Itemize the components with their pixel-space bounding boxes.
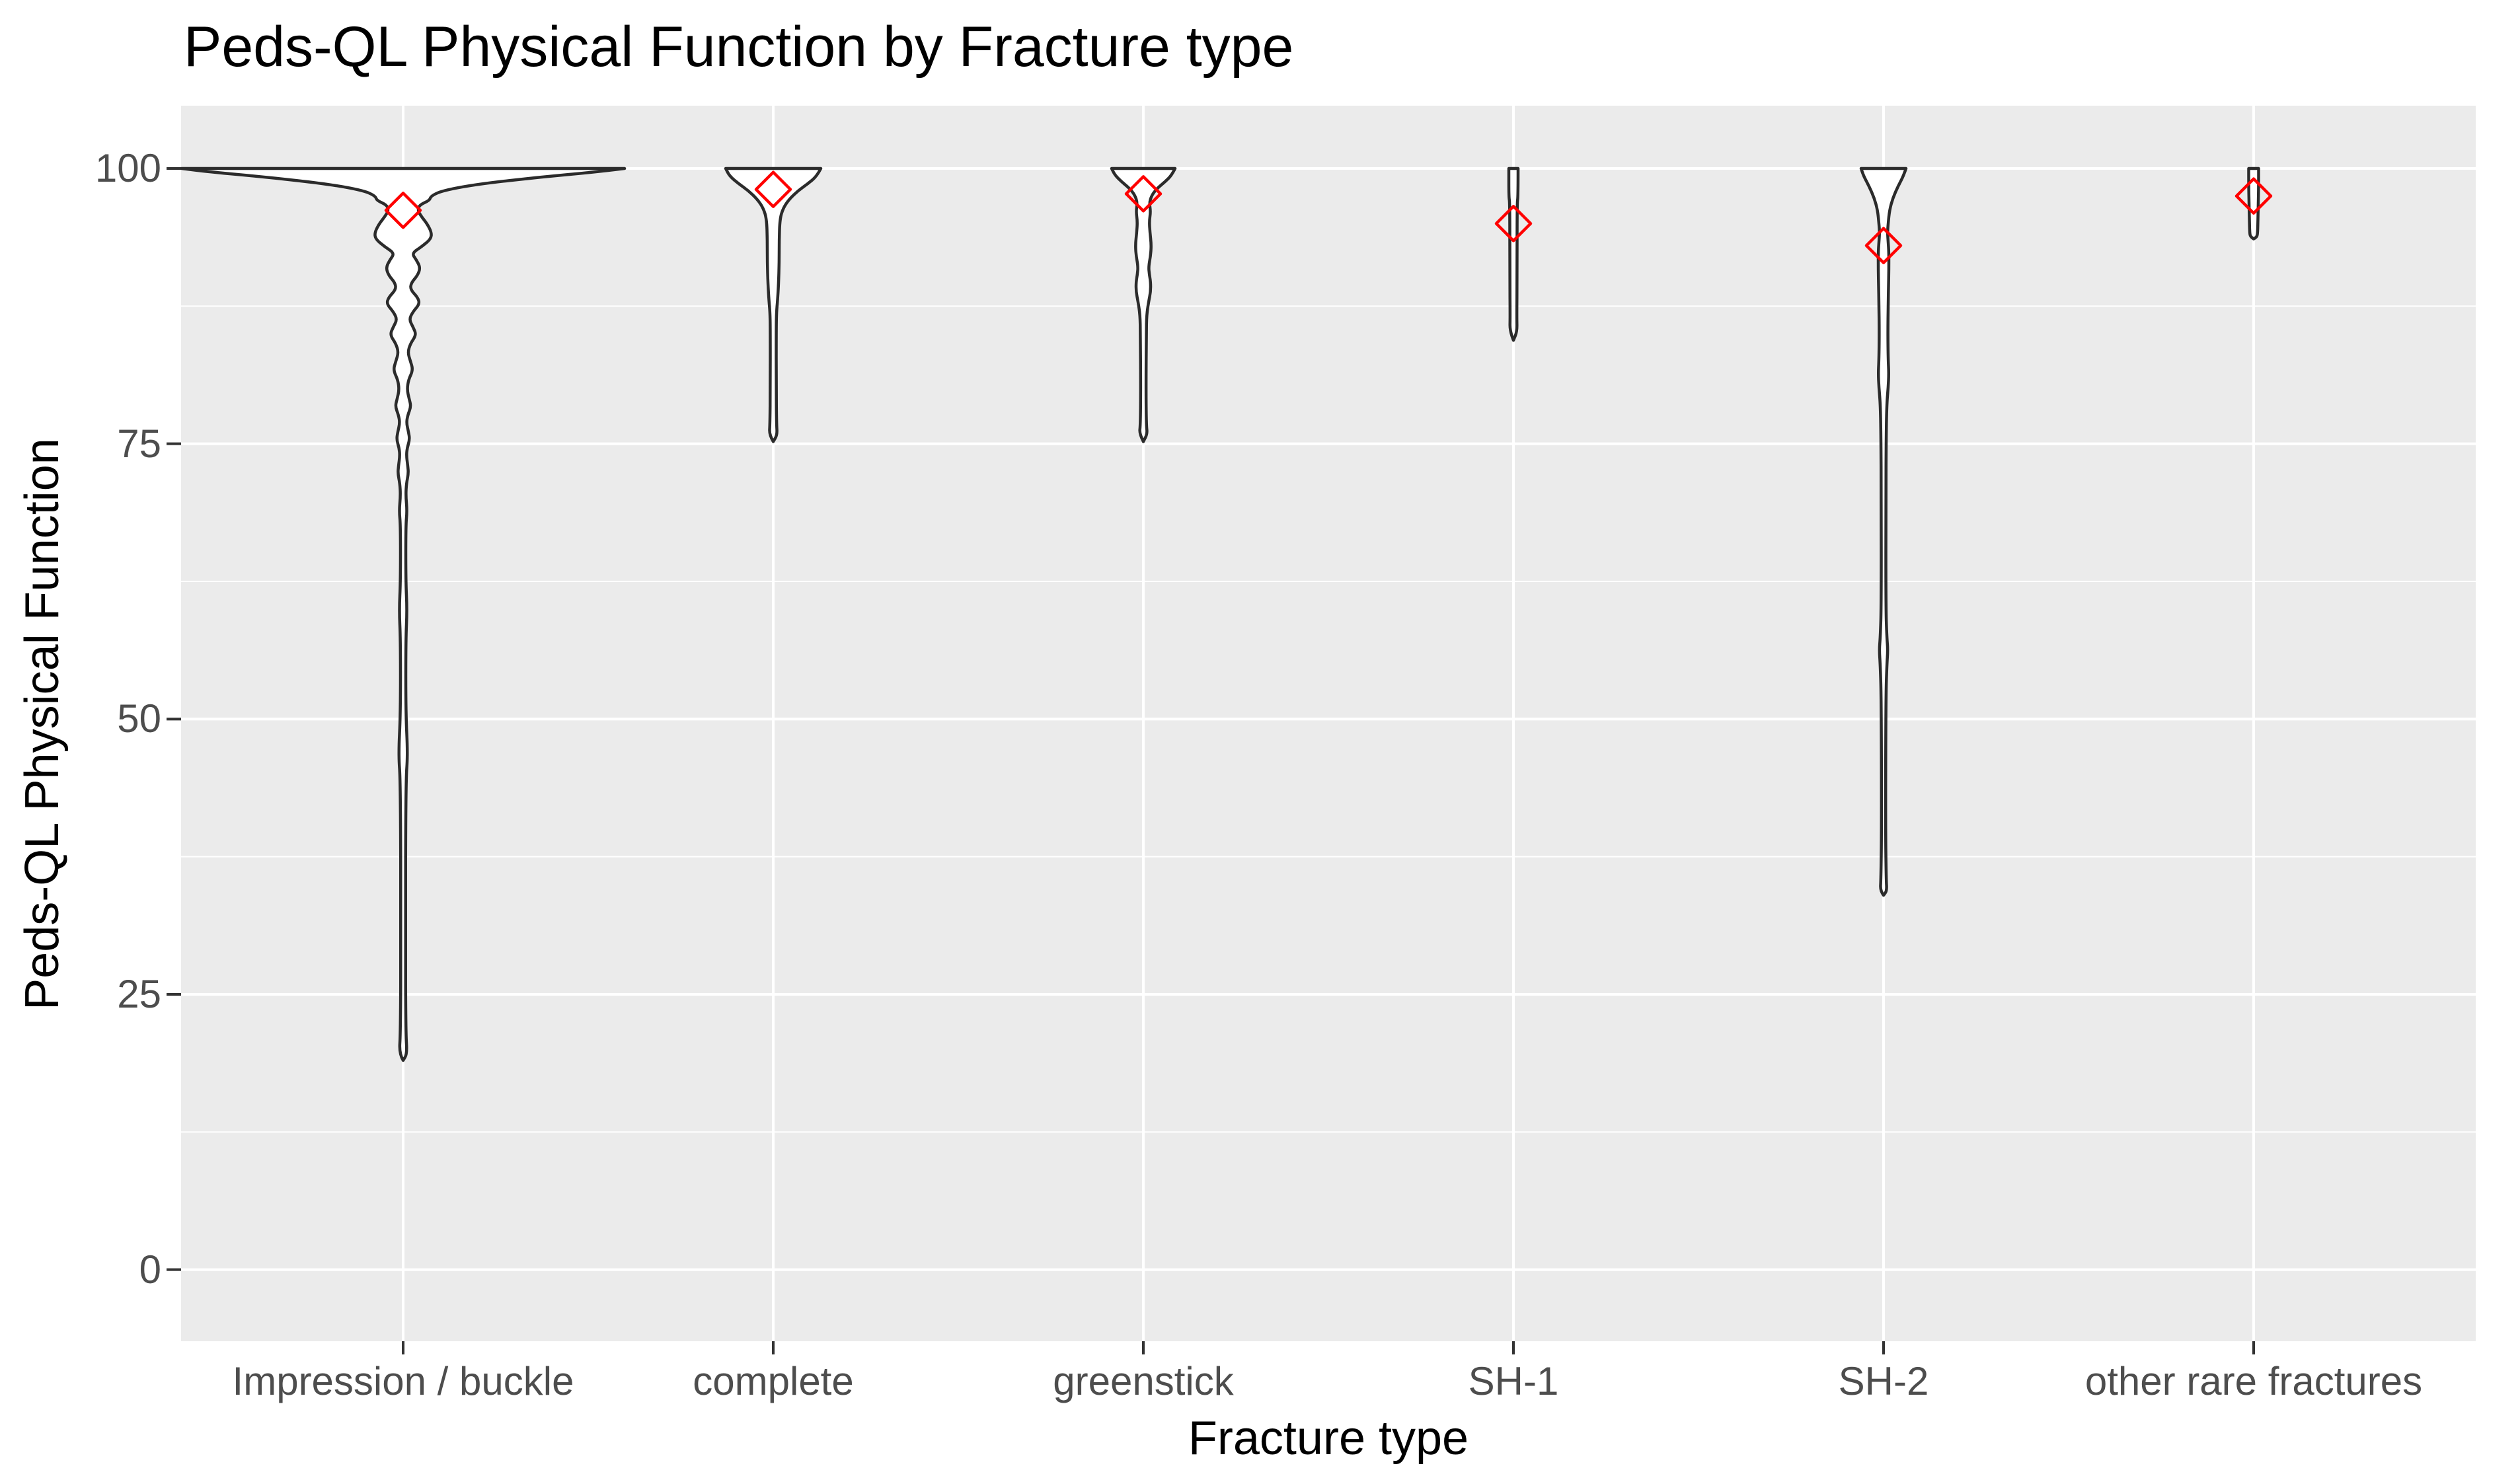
mean-marker-impression-buckle [384,192,422,229]
mean-marker-other-rare-fractures [2234,177,2273,215]
x-tick-label-sh-1: SH-1 [1468,1359,1559,1403]
y-tick-label-100: 100 [95,146,161,190]
y-tick-label-25: 25 [117,972,161,1016]
x-axis-title: Fracture type [1188,1412,1469,1465]
violin-greenstick [1110,166,1177,443]
violin-sh-1 [1507,166,1520,342]
violin-complete [724,166,823,443]
panel-background [181,106,2476,1341]
violin-sh-2 [1859,166,1908,897]
x-tick-label-other-rare-fractures: other rare fractures [2084,1359,2423,1403]
mean-marker-greenstick [1124,175,1163,213]
violin-other-rare-fractures [2247,166,2260,240]
x-tick-label-greenstick: greenstick [1053,1359,1234,1403]
x-tick-label-sh-2: SH-2 [1838,1359,1929,1403]
mean-marker-complete [754,170,792,208]
y-tick-label-0: 0 [139,1247,161,1292]
plot-title: Peds-QL Physical Function by Fracture ty… [184,15,1294,79]
violin-impression-buckle [180,166,627,1062]
mean-marker-sh-1 [1494,205,1533,242]
mean-marker-sh-2 [1864,227,1903,264]
x-tick-label-impression-buckle: Impression / buckle [232,1359,574,1403]
y-tick-label-50: 50 [117,696,161,741]
y-tick-label-75: 75 [117,421,161,466]
x-tick-label-complete: complete [693,1359,854,1403]
